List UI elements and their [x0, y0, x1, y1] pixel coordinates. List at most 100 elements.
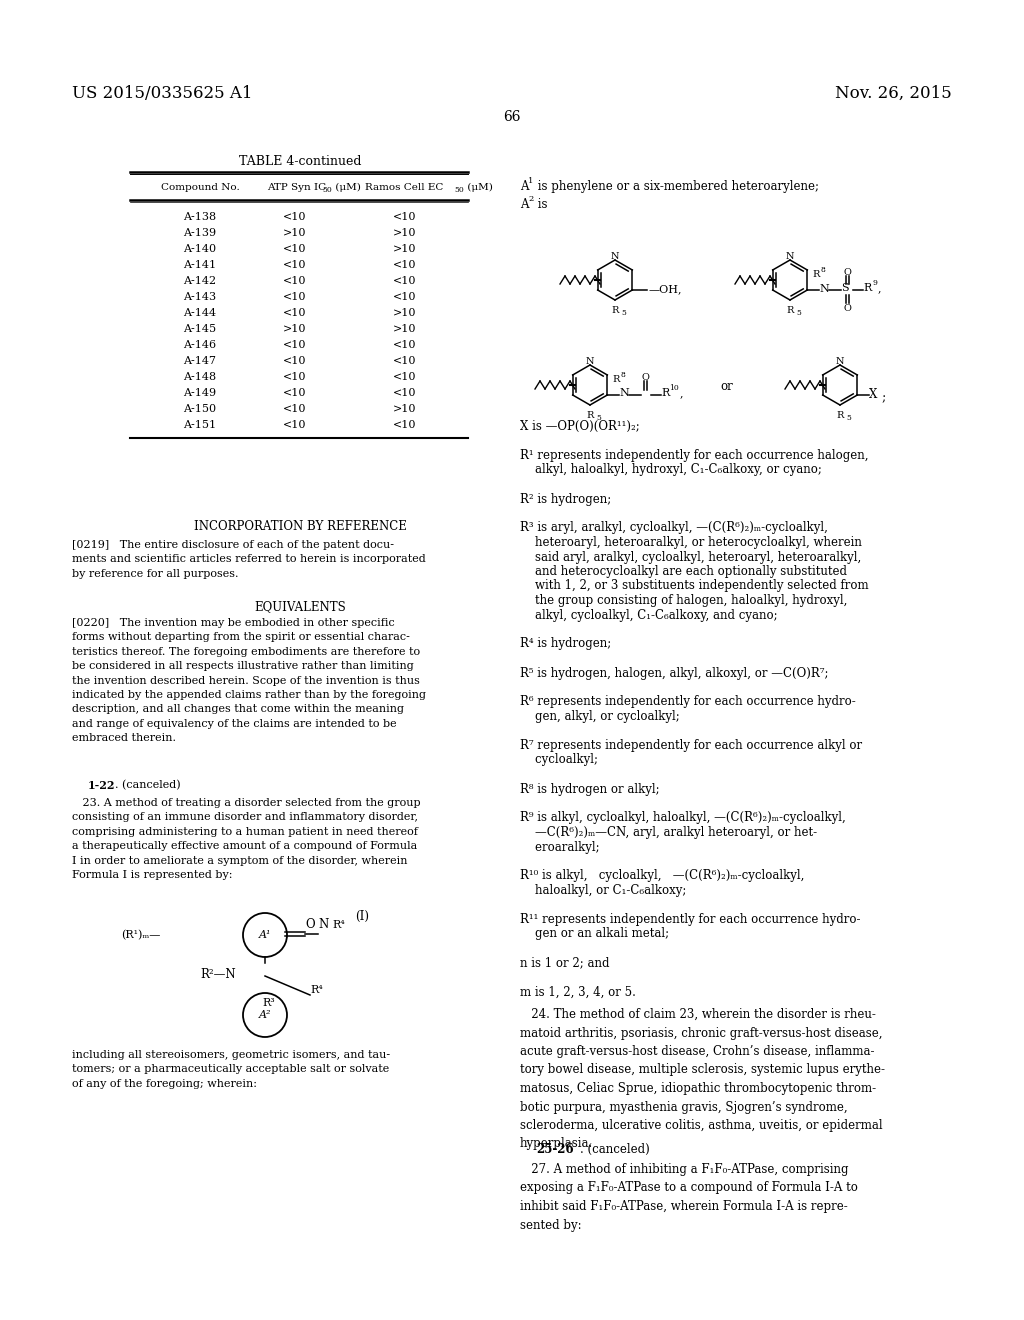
Text: 5: 5 [596, 414, 601, 422]
Text: >10: >10 [393, 244, 417, 253]
Text: 1-22: 1-22 [88, 780, 116, 791]
Text: —C(R⁶)₂)ₘ—CN, aryl, aralkyl heteroaryl, or het-: —C(R⁶)₂)ₘ—CN, aryl, aralkyl heteroaryl, … [520, 826, 817, 840]
Text: (μM): (μM) [332, 183, 360, 193]
Text: R: R [587, 411, 594, 420]
Text: O: O [844, 268, 851, 277]
Text: O: O [641, 374, 649, 381]
Text: R: R [812, 271, 819, 279]
Text: N: N [611, 252, 620, 261]
Text: <10: <10 [284, 356, 307, 366]
Text: R⁵ is hydrogen, halogen, alkyl, alkoxyl, or —C(O)R⁷;: R⁵ is hydrogen, halogen, alkyl, alkoxyl,… [520, 667, 828, 680]
Text: ​24. The method of claim ​23, wherein the disorder is rheu-
matoid arthritis, ps: ​24. The method of claim ​23, wherein th… [520, 1008, 885, 1151]
Text: A-149: A-149 [183, 388, 216, 399]
Text: A: A [520, 180, 528, 193]
Text: A-138: A-138 [183, 213, 216, 222]
Text: 66: 66 [503, 110, 521, 124]
Text: >10: >10 [393, 404, 417, 414]
Text: A-142: A-142 [183, 276, 216, 286]
Text: R⁴ is hydrogen;: R⁴ is hydrogen; [520, 638, 611, 651]
Text: (μM): (μM) [464, 183, 493, 193]
Text: R: R [662, 388, 670, 399]
Text: A: A [520, 198, 528, 211]
Text: (R¹)ₘ—: (R¹)ₘ— [121, 929, 160, 940]
Text: R²—N: R²—N [200, 969, 236, 982]
Text: <10: <10 [393, 213, 417, 222]
Text: 8: 8 [820, 267, 825, 275]
Text: N: N [819, 284, 829, 294]
Text: A¹: A¹ [259, 931, 271, 940]
Text: 2: 2 [528, 195, 534, 203]
Text: A-148: A-148 [183, 372, 216, 381]
Text: <10: <10 [393, 372, 417, 381]
Text: N: N [836, 356, 845, 366]
Text: >10: >10 [284, 228, 307, 238]
Text: is: is [534, 198, 548, 211]
Text: N: N [318, 919, 329, 932]
Text: <10: <10 [284, 388, 307, 399]
Text: R⁸ is hydrogen or alkyl;: R⁸ is hydrogen or alkyl; [520, 783, 659, 796]
Text: R: R [612, 375, 620, 384]
Text: 50: 50 [454, 186, 464, 194]
Text: 5: 5 [846, 414, 851, 422]
Circle shape [243, 913, 287, 957]
Text: alkyl, cycloalkyl, C₁-C₆alkoxy, and cyano;: alkyl, cycloalkyl, C₁-C₆alkoxy, and cyan… [520, 609, 777, 622]
Text: 1: 1 [528, 177, 534, 185]
Text: R⁶ represents independently for each occurrence hydro-: R⁶ represents independently for each occ… [520, 696, 856, 709]
Text: INCORPORATION BY REFERENCE: INCORPORATION BY REFERENCE [194, 520, 407, 533]
Text: A-143: A-143 [183, 292, 216, 302]
Text: R: R [863, 282, 871, 293]
Text: <10: <10 [393, 420, 417, 430]
Text: O: O [844, 304, 851, 313]
Text: 8: 8 [621, 371, 626, 379]
Text: A-140: A-140 [183, 244, 216, 253]
Text: R⁴: R⁴ [310, 985, 323, 995]
Text: R⁹ is alkyl, cycloalkyl, haloalkyl, —(C(R⁶)₂)ₘ-cycloalkyl,: R⁹ is alkyl, cycloalkyl, haloalkyl, —(C(… [520, 812, 846, 825]
Text: or: or [720, 380, 733, 393]
Text: <10: <10 [393, 260, 417, 271]
Text: 9: 9 [872, 279, 878, 286]
Circle shape [243, 993, 287, 1038]
Text: R: R [786, 306, 794, 315]
Text: <10: <10 [393, 341, 417, 350]
Text: <10: <10 [393, 276, 417, 286]
Text: [0220]   The invention may be embodied in other specific
forms without departing: [0220] The invention may be embodied in … [72, 618, 426, 743]
Text: EQUIVALENTS: EQUIVALENTS [254, 601, 346, 612]
Text: R³ is aryl, aralkyl, cycloalkyl, —(C(R⁶)₂)ₘ-cycloalkyl,: R³ is aryl, aralkyl, cycloalkyl, —(C(R⁶)… [520, 521, 827, 535]
Text: is phenylene or a six-membered heteroarylene;: is phenylene or a six-membered heteroary… [534, 180, 819, 193]
Text: <10: <10 [284, 244, 307, 253]
Text: A-141: A-141 [183, 260, 216, 271]
Text: including all stereoisomers, geometric isomers, and tau-
tomers; or a pharmaceut: including all stereoisomers, geometric i… [72, 1049, 390, 1089]
Text: R⁷ represents independently for each occurrence alkyl or: R⁷ represents independently for each occ… [520, 739, 862, 752]
Text: ​27. A method of inhibiting a F₁F₀-ATPase, comprising
exposing a F₁F₀-ATPase to : ​27. A method of inhibiting a F₁F₀-ATPas… [520, 1163, 858, 1232]
Text: <10: <10 [393, 292, 417, 302]
Text: R⁴: R⁴ [332, 920, 345, 931]
Text: 25-26: 25-26 [536, 1143, 573, 1156]
Text: <10: <10 [284, 341, 307, 350]
Text: R¹ represents independently for each occurrence halogen,: R¹ represents independently for each occ… [520, 449, 868, 462]
Text: ​23. A method of treating a disorder selected from the group
consisting of an im: ​23. A method of treating a disorder sel… [72, 799, 421, 880]
Text: ;: ; [882, 391, 886, 404]
Text: gen, alkyl, or cycloalkyl;: gen, alkyl, or cycloalkyl; [520, 710, 680, 723]
Text: >10: >10 [284, 323, 307, 334]
Text: X is —OP(O)(OR¹¹)₂;: X is —OP(O)(OR¹¹)₂; [520, 420, 640, 433]
Text: haloalkyl, or C₁-C₆alkoxy;: haloalkyl, or C₁-C₆alkoxy; [520, 884, 686, 898]
Text: <10: <10 [284, 292, 307, 302]
Text: —OH,: —OH, [648, 284, 682, 294]
Text: Compound No.: Compound No. [161, 183, 240, 191]
Text: R¹¹ represents independently for each occurrence hydro-: R¹¹ represents independently for each oc… [520, 913, 860, 927]
Text: 5: 5 [796, 309, 801, 317]
Text: >10: >10 [393, 308, 417, 318]
Text: 50: 50 [322, 186, 332, 194]
Text: TABLE 4-continued: TABLE 4-continued [239, 154, 361, 168]
Text: US 2015/0335625 A1: US 2015/0335625 A1 [72, 84, 253, 102]
Text: N: N [620, 388, 629, 399]
Text: [0219]   The entire disclosure of each of the patent docu-
ments and scientific : [0219] The entire disclosure of each of … [72, 540, 426, 578]
Text: 5: 5 [621, 309, 626, 317]
Text: >10: >10 [393, 323, 417, 334]
Text: R: R [837, 411, 844, 420]
Text: the group consisting of halogen, haloalkyl, hydroxyl,: the group consisting of halogen, haloalk… [520, 594, 848, 607]
Text: <10: <10 [284, 276, 307, 286]
Text: Nov. 26, 2015: Nov. 26, 2015 [836, 84, 952, 102]
Text: heteroaryl, heteroaralkyl, or heterocycloalkyl, wherein: heteroaryl, heteroaralkyl, or heterocycl… [520, 536, 862, 549]
Text: . (canceled): . (canceled) [580, 1143, 650, 1156]
